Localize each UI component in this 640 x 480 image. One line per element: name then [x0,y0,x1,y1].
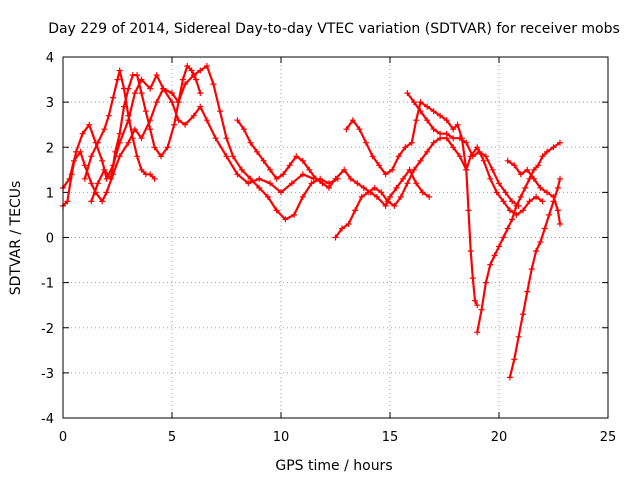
y-tick-label: 0 [46,232,54,247]
data-point-markers [343,99,481,309]
x-tick-label: 25 [600,430,617,445]
data-point-markers [474,139,563,336]
series-sat-h [404,90,522,209]
data-series [60,63,563,381]
series-sat-a [60,85,317,205]
series-trace [62,87,315,203]
series-trace [507,159,562,225]
data-point-markers [88,63,204,205]
y-axis-label: SDTVAR / TECUs [8,181,24,296]
series-trace [508,178,562,378]
x-tick-label: 20 [491,430,508,445]
data-point-markers [81,67,158,182]
data-point-markers [504,157,563,227]
y-tick-label: -2 [41,322,54,337]
series-sat-b [60,63,341,223]
data-point-markers [332,135,546,241]
series-trace [406,92,520,207]
x-axis-label: GPS time / hours [275,458,392,474]
data-point-markers [506,175,563,381]
series-sat-d [81,67,158,182]
y-tick-label: -1 [41,277,54,292]
y-tick-label: 3 [46,96,54,111]
series-sat-g [343,99,481,309]
chart-title: Day 229 of 2014, Sidereal Day-to-day VTE… [48,21,620,37]
x-tick-label: 10 [273,430,290,445]
series-trace [345,100,479,306]
series-trace [236,119,430,207]
series-sat-k [504,157,563,227]
series-trace [83,69,156,180]
y-tick-label: -4 [41,412,54,427]
plot-frame [62,56,609,419]
series-sat-i [474,139,563,336]
y-tick-label: 1 [46,186,54,201]
x-tick-label: 5 [168,430,176,445]
data-point-markers [60,85,317,205]
x-tick-label: 15 [382,430,399,445]
y-tick-label: 2 [46,141,54,156]
series-sat-c [88,63,204,205]
x-tick-label: 0 [59,430,67,445]
y-tick-label: -3 [41,367,54,382]
series-sat-j [506,175,563,381]
series-sat-f [332,135,546,241]
y-tick-label: 4 [46,51,54,66]
data-point-markers [404,90,522,209]
